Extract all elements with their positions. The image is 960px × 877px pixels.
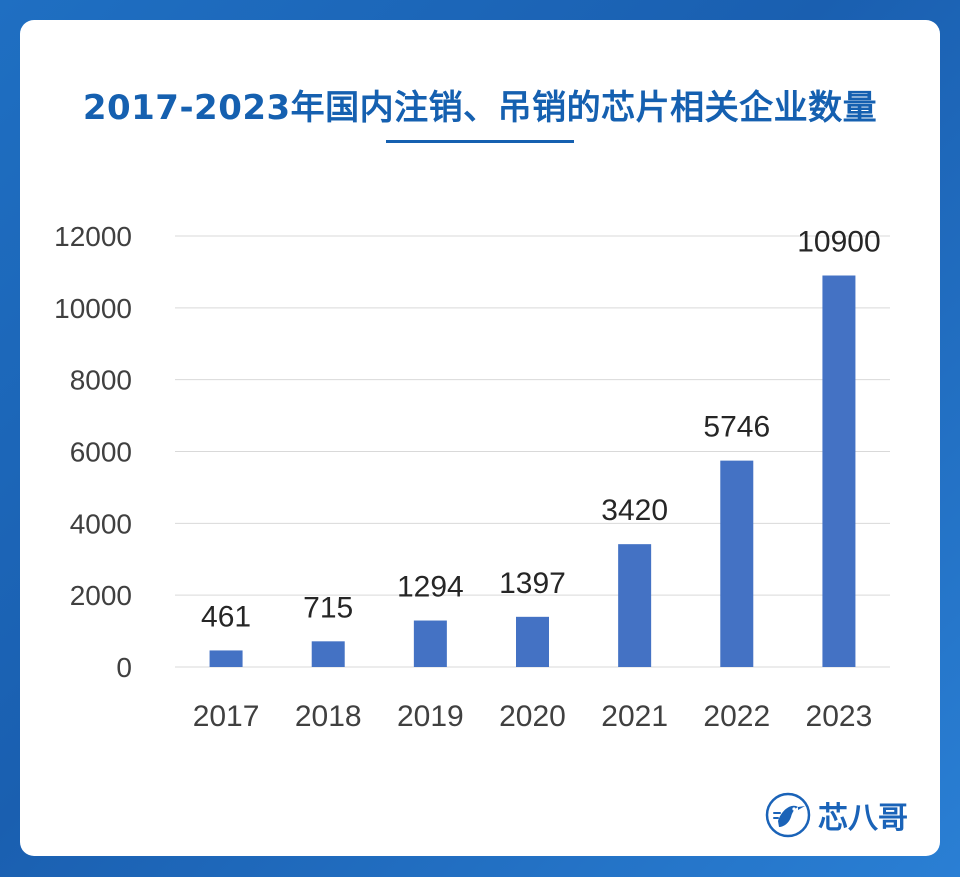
y-tick-label: 12000 [54, 221, 132, 252]
bar [311, 641, 345, 667]
x-tick-label: 2021 [601, 700, 668, 733]
data-label: 3420 [601, 494, 668, 527]
data-label: 1397 [499, 567, 566, 600]
data-label: 5746 [703, 411, 770, 444]
bar [720, 460, 754, 667]
x-tick-label: 2020 [499, 700, 566, 733]
x-tick-label: 2017 [193, 700, 260, 733]
bar [209, 650, 243, 667]
data-label: 715 [303, 591, 353, 624]
bar [516, 616, 549, 667]
data-label: 1294 [397, 571, 464, 604]
bar [618, 544, 652, 667]
data-label: 461 [201, 600, 251, 633]
brand-name: 芯八哥 [818, 801, 908, 836]
y-tick-label: 4000 [70, 508, 132, 539]
kingfisher-logo-icon [765, 792, 811, 838]
y-tick-label: 8000 [70, 365, 132, 396]
data-label: 10900 [797, 226, 880, 259]
x-tick-label: 2019 [397, 700, 464, 733]
chart-card: 2017-2023年国内注销、吊销的芯片相关企业数量 0 2000 4000 6000… [20, 20, 940, 856]
title-underline [386, 140, 574, 143]
bar-chart: 0 2000 4000 6000 8000 10000 12000 461 2017 715 201… [54, 221, 890, 733]
x-tick-label: 2022 [703, 700, 770, 733]
y-tick-label: 6000 [70, 437, 132, 468]
y-tick-label: 2000 [70, 580, 132, 611]
brand-watermark: 芯八哥 [764, 790, 908, 840]
x-tick-label: 2018 [295, 700, 362, 733]
y-tick-label: 0 [116, 652, 132, 683]
bar [413, 620, 447, 667]
y-tick-label: 10000 [54, 293, 132, 324]
x-tick-label: 2023 [806, 700, 873, 733]
bar [822, 275, 856, 667]
chart-title: 2017-2023年国内注销、吊销的芯片相关企业数量 [82, 88, 878, 128]
